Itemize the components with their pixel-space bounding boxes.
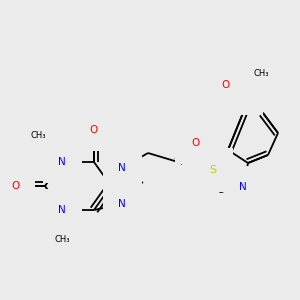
Text: CH₃: CH₃ bbox=[30, 131, 46, 140]
Text: O: O bbox=[257, 80, 265, 90]
Text: N: N bbox=[118, 199, 126, 209]
Text: CH₃: CH₃ bbox=[54, 236, 70, 244]
Text: O: O bbox=[221, 80, 229, 90]
Text: N: N bbox=[58, 205, 66, 215]
Text: O: O bbox=[90, 125, 98, 135]
Text: N: N bbox=[239, 182, 247, 192]
Text: NH: NH bbox=[195, 169, 209, 178]
Text: N: N bbox=[118, 163, 126, 173]
Text: N: N bbox=[58, 157, 66, 167]
Text: O: O bbox=[191, 138, 199, 148]
Text: S: S bbox=[239, 88, 247, 98]
Text: O: O bbox=[11, 181, 19, 191]
Text: S: S bbox=[209, 165, 217, 175]
Text: CH₃: CH₃ bbox=[253, 68, 269, 77]
